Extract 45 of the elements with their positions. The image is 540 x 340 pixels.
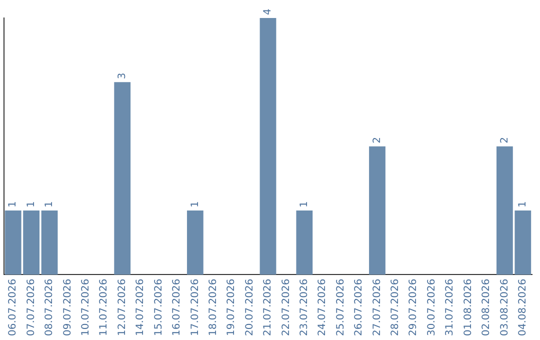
data-label: 2: [372, 136, 383, 144]
data-label: 3: [116, 72, 128, 80]
x-tick-label: 19.07.2026: [226, 278, 238, 336]
x-tick-label: 03.08.2026: [499, 278, 510, 336]
data-label: 1: [8, 201, 19, 208]
x-tick-label: 20.07.2026: [244, 278, 256, 336]
data-label: 2: [499, 136, 510, 144]
data-label: 1: [190, 201, 201, 208]
x-tick-label: 27.07.2026: [372, 278, 383, 336]
x-tick-label: 08.07.2026: [44, 278, 56, 336]
x-tick-label: 23.07.2026: [299, 278, 310, 336]
x-tick-label: 07.07.2026: [26, 278, 37, 336]
x-tick-label: 02.08.2026: [481, 278, 492, 336]
x-tick-label: 10.07.2026: [80, 278, 92, 336]
x-tick-label: 01.08.2026: [462, 278, 474, 336]
bar: [186, 210, 204, 275]
bar: [41, 210, 58, 275]
x-tick-label: 29.07.2026: [408, 278, 420, 336]
x-tick-label: 30.07.2026: [426, 278, 438, 336]
bar: [114, 82, 131, 275]
x-tick-label: 28.07.2026: [390, 278, 402, 336]
x-tick-label: 18.07.2026: [208, 278, 219, 336]
x-tick-label: 12.07.2026: [116, 278, 128, 336]
x-tick-label: 22.07.2026: [280, 278, 292, 336]
x-tick-label: 24.07.2026: [317, 278, 328, 336]
data-label: 1: [44, 201, 56, 208]
x-tick-label: 16.07.2026: [172, 278, 183, 336]
bar: [260, 18, 276, 275]
bar: [369, 146, 386, 275]
x-tick-label: 11.07.2026: [98, 278, 110, 336]
x-tick-label: 17.07.2026: [190, 278, 201, 336]
x-tick-label: 15.07.2026: [153, 278, 164, 336]
x-tick-label: 21.07.2026: [262, 278, 274, 336]
data-label: 1: [299, 201, 310, 208]
x-tick-label: 31.07.2026: [444, 278, 456, 336]
x-tick-label: 06.07.2026: [8, 278, 19, 336]
x-tick-label: 09.07.2026: [62, 278, 74, 336]
data-label: 1: [26, 201, 37, 208]
x-tick-label: 26.07.2026: [354, 278, 365, 336]
data-label: 4: [262, 8, 274, 15]
x-tick-label: 14.07.2026: [135, 278, 146, 336]
x-tick-label: 04.08.2026: [517, 278, 528, 336]
x-tick-label: 25.07.2026: [335, 278, 346, 336]
bar: [296, 210, 313, 275]
data-label: 1: [517, 201, 528, 208]
